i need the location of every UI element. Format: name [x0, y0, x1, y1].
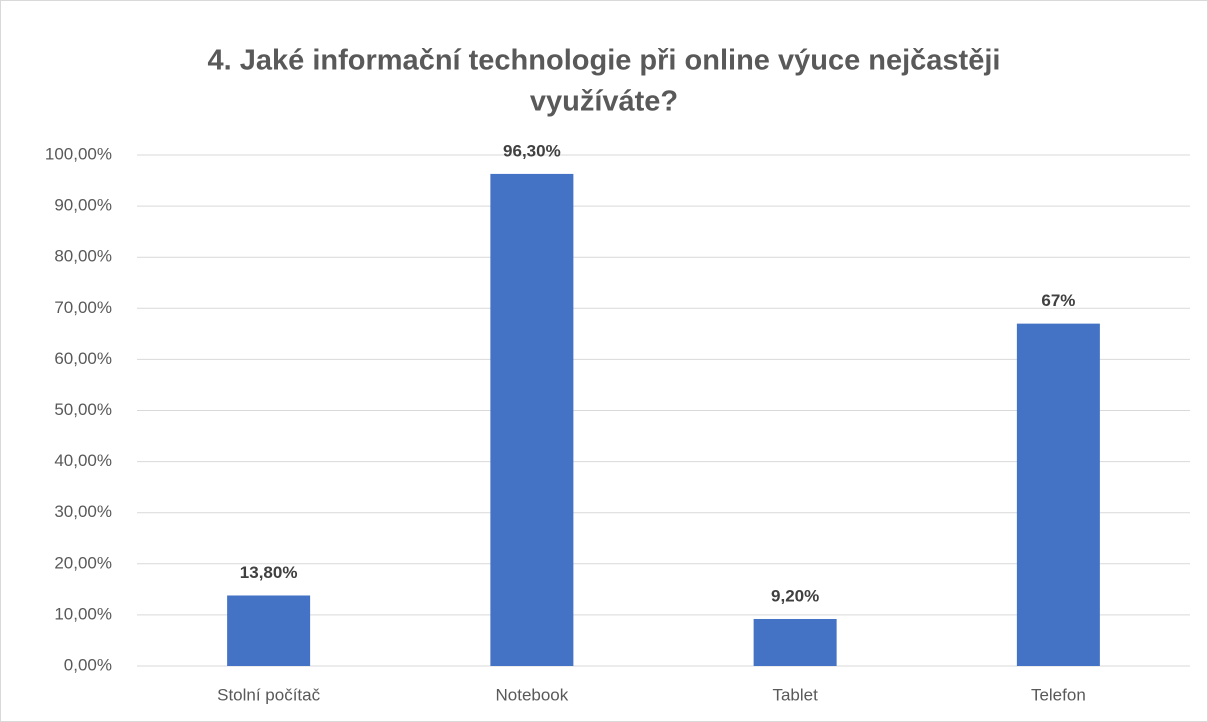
- y-tick-label: 100,00%: [45, 144, 112, 163]
- bar: [227, 595, 311, 666]
- y-tick-label: 20,00%: [54, 553, 112, 572]
- y-tick-label: 90,00%: [54, 196, 112, 215]
- y-tick-label: 40,00%: [54, 451, 112, 470]
- x-tick-label: Telefon: [1031, 685, 1086, 704]
- chart-title: 4. Jaké informační technologie při onlin…: [208, 45, 1001, 77]
- y-tick-label: 80,00%: [54, 247, 112, 266]
- data-label: 96,30%: [503, 141, 561, 160]
- bar: [1016, 323, 1100, 666]
- y-tick-label: 10,00%: [54, 604, 112, 623]
- y-tick-label: 60,00%: [54, 349, 112, 368]
- x-tick-label: Notebook: [495, 685, 568, 704]
- y-tick-label: 30,00%: [54, 502, 112, 521]
- x-tick-label: Tablet: [772, 685, 818, 704]
- data-label: 67%: [1041, 291, 1075, 310]
- bar: [753, 618, 837, 666]
- data-label: 9,20%: [771, 586, 819, 605]
- y-tick-label: 0,00%: [64, 655, 112, 674]
- x-tick-label: Stolní počítač: [217, 685, 321, 704]
- chart-title: využíváte?: [530, 86, 678, 118]
- bar: [490, 173, 574, 667]
- y-tick-label: 70,00%: [54, 298, 112, 317]
- y-tick-label: 50,00%: [54, 400, 112, 419]
- data-label: 13,80%: [240, 563, 298, 582]
